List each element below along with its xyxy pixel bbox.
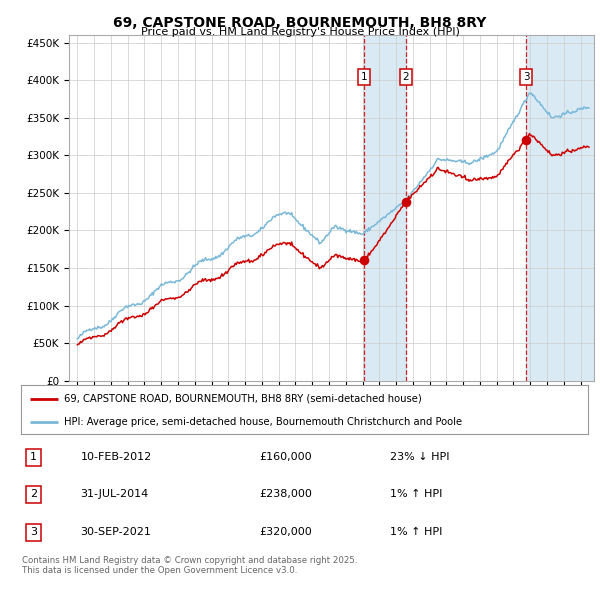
Point	[521, 136, 531, 145]
Text: 69, CAPSTONE ROAD, BOURNEMOUTH, BH8 8RY: 69, CAPSTONE ROAD, BOURNEMOUTH, BH8 8RY	[113, 16, 487, 30]
Text: Price paid vs. HM Land Registry's House Price Index (HPI): Price paid vs. HM Land Registry's House …	[140, 27, 460, 37]
Text: 1% ↑ HPI: 1% ↑ HPI	[389, 527, 442, 537]
Text: 2: 2	[30, 489, 37, 499]
Text: 1: 1	[30, 453, 37, 463]
Point	[401, 197, 410, 206]
Text: 10-FEB-2012: 10-FEB-2012	[80, 453, 152, 463]
Text: 23% ↓ HPI: 23% ↓ HPI	[389, 453, 449, 463]
Text: 2: 2	[403, 71, 409, 81]
Text: 1: 1	[361, 71, 368, 81]
Text: 31-JUL-2014: 31-JUL-2014	[80, 489, 149, 499]
Text: This data is licensed under the Open Government Licence v3.0.: This data is licensed under the Open Gov…	[22, 566, 298, 575]
Text: Contains HM Land Registry data © Crown copyright and database right 2025.: Contains HM Land Registry data © Crown c…	[22, 556, 358, 565]
Text: £238,000: £238,000	[259, 489, 312, 499]
Text: 69, CAPSTONE ROAD, BOURNEMOUTH, BH8 8RY (semi-detached house): 69, CAPSTONE ROAD, BOURNEMOUTH, BH8 8RY …	[64, 394, 421, 404]
Text: 3: 3	[30, 527, 37, 537]
Text: £160,000: £160,000	[259, 453, 312, 463]
Bar	[364, 35, 406, 381]
Text: 3: 3	[523, 71, 529, 81]
Bar	[526, 35, 594, 381]
Text: 1% ↑ HPI: 1% ↑ HPI	[389, 489, 442, 499]
Text: £320,000: £320,000	[259, 527, 312, 537]
Point	[359, 256, 369, 266]
Text: 30-SEP-2021: 30-SEP-2021	[80, 527, 151, 537]
Text: HPI: Average price, semi-detached house, Bournemouth Christchurch and Poole: HPI: Average price, semi-detached house,…	[64, 417, 461, 427]
